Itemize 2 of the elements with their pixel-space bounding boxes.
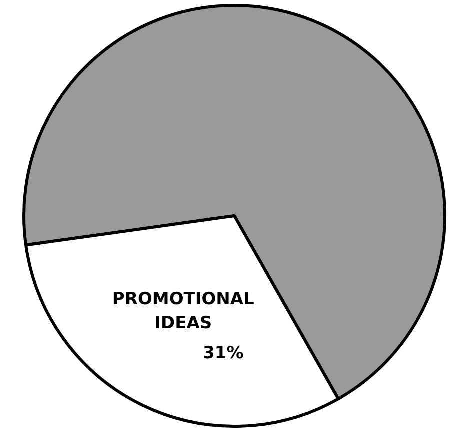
data-label: 31%	[203, 343, 244, 364]
slice-label: PROMOTIONAL IDEAS	[112, 289, 255, 334]
